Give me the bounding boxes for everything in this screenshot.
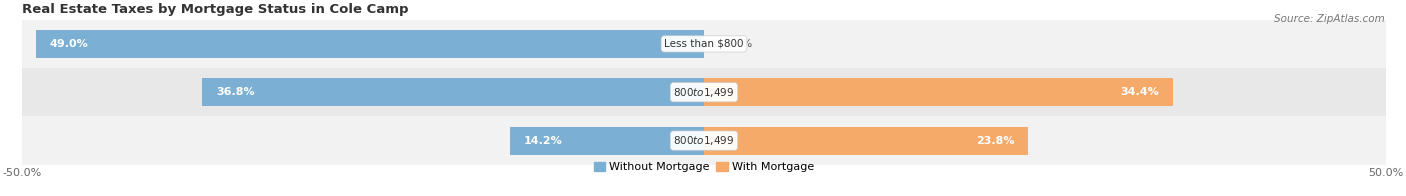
Text: 34.4%: 34.4% — [1121, 87, 1160, 97]
Bar — [510, 127, 704, 155]
Text: 14.2%: 14.2% — [524, 136, 562, 146]
Text: 0.0%: 0.0% — [724, 39, 752, 49]
Text: Real Estate Taxes by Mortgage Status in Cole Camp: Real Estate Taxes by Mortgage Status in … — [22, 3, 409, 16]
Bar — [704, 78, 1173, 106]
Text: 36.8%: 36.8% — [217, 87, 254, 97]
Text: 23.8%: 23.8% — [976, 136, 1015, 146]
Bar — [22, 20, 1385, 68]
Text: Less than $800: Less than $800 — [664, 39, 744, 49]
Bar — [37, 30, 704, 58]
Text: $800 to $1,499: $800 to $1,499 — [673, 134, 734, 147]
Text: Source: ZipAtlas.com: Source: ZipAtlas.com — [1274, 14, 1385, 24]
Legend: Without Mortgage, With Mortgage: Without Mortgage, With Mortgage — [589, 157, 818, 177]
Text: $800 to $1,499: $800 to $1,499 — [673, 86, 734, 99]
Bar — [22, 68, 1385, 116]
Bar — [22, 116, 1385, 165]
Text: 49.0%: 49.0% — [49, 39, 89, 49]
Bar — [202, 78, 704, 106]
Bar — [704, 127, 1028, 155]
